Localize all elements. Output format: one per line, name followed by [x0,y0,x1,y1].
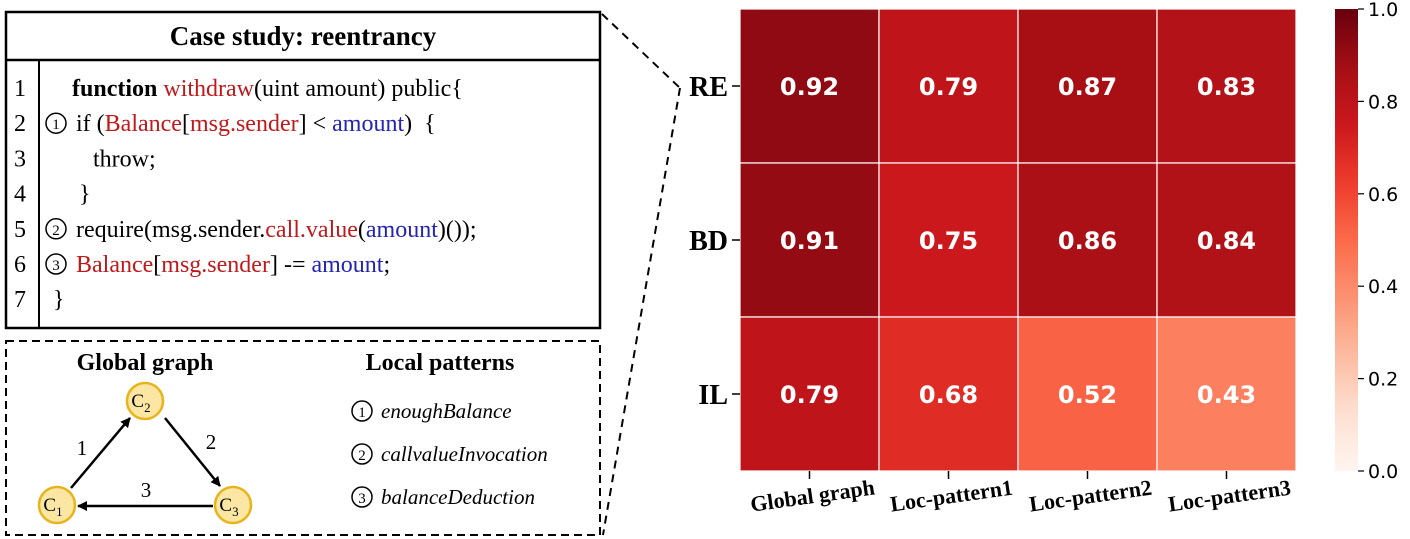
heatmap-cell [878,316,1019,472]
heatmap-chart: 0.92 0.79 0.87 0.83 0.91 0.75 0.86 0.84 0.79 0.68… [689,8,1297,517]
pattern-item: 2 callvalueInvocation [351,442,548,466]
heatmap-cell [878,162,1019,318]
pattern-number-badge [351,400,373,422]
node-label: C1 [43,495,62,519]
node-c1: C1 [37,485,77,525]
line-number: 3 [14,146,26,172]
code-line: if (Balance[msg.sender] < amount) { [76,111,436,137]
heatmap-cell [1017,8,1158,164]
y-tick-label: IL [698,380,728,411]
edge-label-3: 3 [141,478,152,502]
line-marker-badge [45,112,67,134]
heatmap-cell [739,8,880,164]
line-number: 5 [14,217,26,243]
pattern-number-badge [351,486,373,508]
node-circle [213,485,253,525]
case-study-title: Case study: reentrancy [170,21,437,51]
edge-label-2: 2 [206,430,217,454]
y-tick-label: BD [689,226,728,257]
local-patterns-title: Local patterns [366,350,515,376]
code-line: } [53,287,65,313]
node-circle [125,381,165,421]
colorbar-tick-label: 1.0 [1368,0,1398,21]
cell-value-label: 0.68 [919,381,978,409]
colorbar: 0.0 0.2 0.4 0.6 0.8 1.0 [1335,0,1398,483]
node-c3: C3 [213,485,253,525]
cell-value-label: 0.91 [780,227,839,255]
cell-value-label: 0.92 [780,73,839,101]
code-line: } [79,182,91,208]
line-marker-number: 3 [52,258,60,274]
colorbar-tick-label: 0.2 [1368,369,1398,391]
colorbar-tick-label: 0.0 [1368,461,1398,483]
edge-label-1: 1 [77,436,88,460]
line-number: 2 [14,111,26,137]
pattern-item: 1 enoughBalance [351,399,512,423]
node-circle [37,485,77,525]
cell-value-label: 0.79 [780,381,839,409]
zoom-line-top [601,13,681,89]
cell-value-label: 0.84 [1197,227,1256,255]
code-line: Balance[msg.sender] -= amount; [76,252,390,278]
code-line: require(msg.sender.call.value(amount)())… [76,217,477,243]
graph-patterns-frame [5,340,601,536]
cell-value-label: 0.52 [1058,381,1117,409]
colorbar-gradient [1335,9,1358,471]
pattern-list: 1 enoughBalance 2 callvalueInvocation 3 … [351,399,548,509]
line-number: 1 [14,76,26,102]
colorbar-tick-label: 0.6 [1368,184,1398,206]
pattern-number: 1 [358,405,366,421]
code-line: throw; [93,146,156,172]
code-lines: 1 function withdraw(uint amount) public{ 2… [14,76,477,313]
cell-value-label: 0.87 [1058,73,1117,101]
colorbar-tick-label: 0.4 [1368,276,1398,298]
line-marker-badge [45,253,67,275]
line-marker-badge [45,218,67,240]
cell-value-label: 0.86 [1058,227,1117,255]
x-tick-label: Loc-pattern3 [1167,475,1293,517]
zoom-line-bottom [602,87,681,536]
zoom-connector-lines [601,13,681,536]
edge-c2-c3 [164,417,221,487]
heatmap-cell [1156,162,1297,318]
cell-value-label: 0.79 [919,73,978,101]
y-tick-label: RE [689,72,728,103]
node-label: C3 [219,495,238,519]
line-marker-number: 2 [52,223,60,239]
pattern-item: 3 balanceDeduction [351,485,535,509]
node-c2: C2 [125,381,165,421]
global-graph-title: Global graph [77,350,214,376]
line-number: 7 [14,287,26,313]
line-number: 4 [14,182,26,208]
graph-patterns-box: Global graph Local patterns 1 2 3 C2 C1 … [5,340,601,536]
cell-value-label: 0.43 [1197,381,1256,409]
x-tick-label: Loc-pattern2 [1028,475,1154,517]
pattern-number-badge [351,443,373,465]
x-tick-label: Global graph [749,474,877,516]
pattern-label: callvalueInvocation [381,442,548,466]
heatmap-cell [878,8,1019,164]
node-label: C2 [131,391,150,415]
colorbar-tick-label: 0.8 [1368,91,1398,113]
cell-value-label: 0.75 [919,227,978,255]
pattern-label: balanceDeduction [381,485,535,509]
case-study-box: Case study: reentrancy 1 function withdra… [4,10,602,330]
pattern-number: 3 [358,491,366,507]
case-study-frame [4,10,602,330]
cell-value-label: 0.83 [1197,73,1256,101]
line-marker-number: 1 [52,117,60,133]
pattern-number: 2 [358,448,366,464]
x-tick-label: Loc-pattern1 [889,475,1015,517]
pattern-label: enoughBalance [381,399,512,423]
code-line: function withdraw(uint amount) public{ [72,76,463,102]
line-number: 6 [14,252,26,278]
heatmap-cell [1017,316,1158,472]
heatmap-cell [1156,316,1297,472]
edge-c1-c2 [70,417,131,489]
